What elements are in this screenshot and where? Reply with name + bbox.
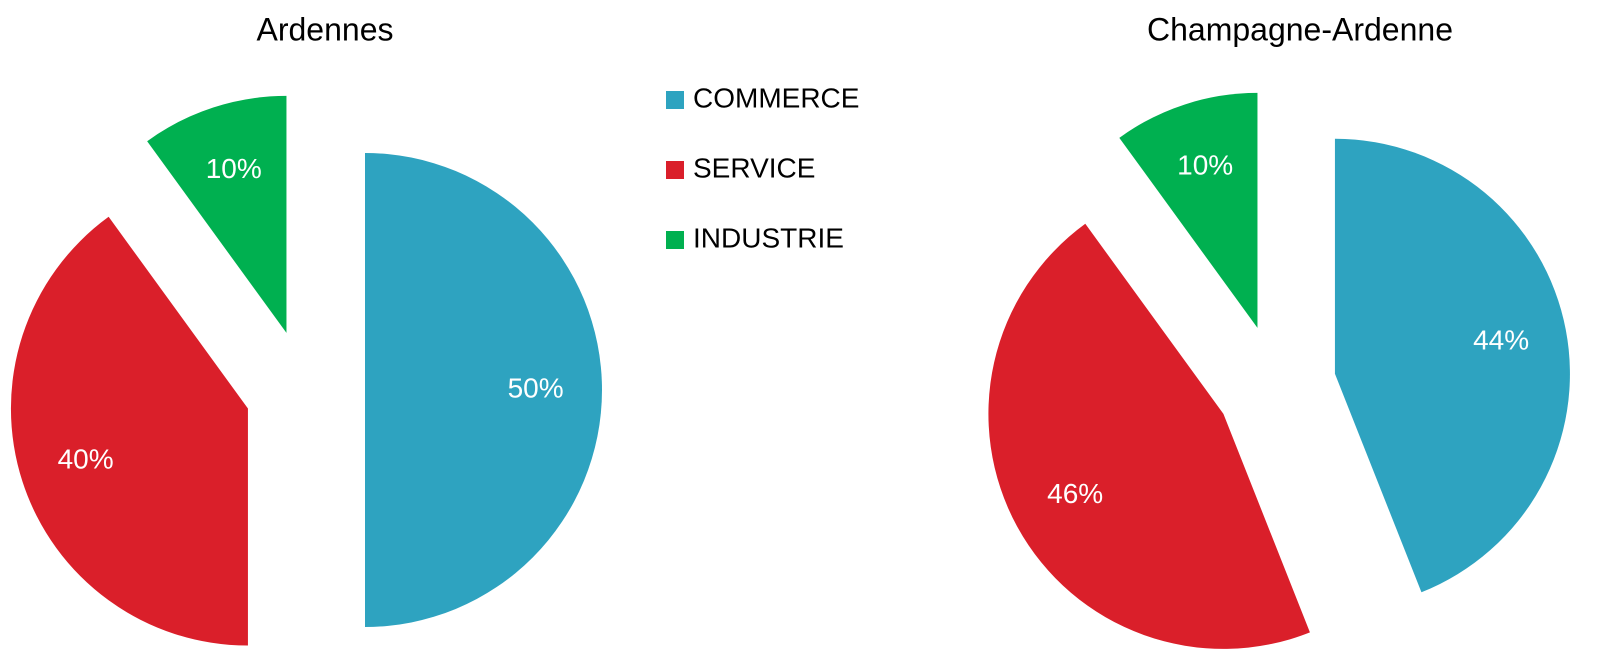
data-label: 10% <box>206 153 262 184</box>
pie-slice <box>10 216 248 646</box>
legend-label: COMMERCE <box>693 82 859 113</box>
data-label: 46% <box>1047 478 1103 509</box>
legend-swatch <box>666 91 684 109</box>
data-label: 50% <box>508 372 564 403</box>
legend-swatch <box>666 231 684 249</box>
pie-slice <box>365 153 602 627</box>
chart-title: Ardennes <box>257 11 394 47</box>
legend-label: SERVICE <box>693 152 815 183</box>
pie-slice <box>147 95 287 333</box>
chart-title: Champagne-Ardenne <box>1147 11 1453 47</box>
data-label: 44% <box>1473 324 1529 355</box>
legend-swatch <box>666 161 684 179</box>
legend-label: INDUSTRIE <box>693 222 844 253</box>
pie-slice <box>1334 138 1570 593</box>
pie-slice <box>988 223 1310 649</box>
data-label: 10% <box>1177 149 1233 180</box>
pie-slice <box>1119 92 1258 328</box>
data-label: 40% <box>58 444 114 475</box>
